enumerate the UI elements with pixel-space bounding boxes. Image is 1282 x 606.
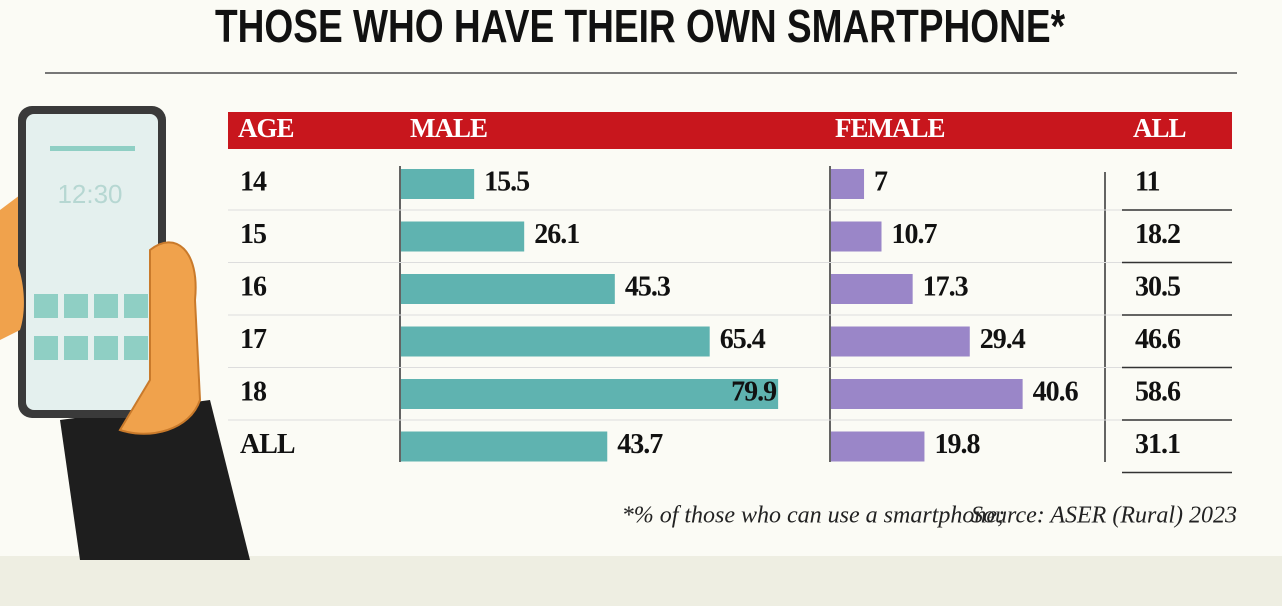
female-bar xyxy=(831,432,924,462)
all-value: 58.6 xyxy=(1135,376,1181,407)
footnote-source: Source: ASER (Rural) 2023 xyxy=(971,503,1237,529)
male-bar xyxy=(401,222,524,252)
age-label: 14 xyxy=(240,166,267,197)
male-value: 79.9 xyxy=(731,376,776,407)
female-bar xyxy=(831,379,1023,409)
female-value: 10.7 xyxy=(892,219,938,250)
column-header: ALL xyxy=(1133,113,1186,143)
female-value: 17.3 xyxy=(923,271,969,302)
female-value: 29.4 xyxy=(980,324,1026,355)
column-header: FEMALE xyxy=(835,113,945,143)
phone-clock: 12:30 xyxy=(57,179,122,209)
female-bar xyxy=(831,222,882,252)
male-value: 65.4 xyxy=(720,324,766,355)
female-bar xyxy=(831,327,970,357)
column-header: MALE xyxy=(410,113,487,143)
age-label: 18 xyxy=(240,376,267,407)
male-bar xyxy=(401,327,710,357)
age-label: 15 xyxy=(240,219,266,250)
male-value: 26.1 xyxy=(534,219,579,250)
male-value: 15.5 xyxy=(484,166,529,197)
male-bar xyxy=(401,274,615,304)
male-value: 45.3 xyxy=(625,271,671,302)
male-bar xyxy=(401,379,778,409)
female-value: 19.8 xyxy=(934,429,980,460)
female-value: 7 xyxy=(874,166,888,197)
female-bar xyxy=(831,274,913,304)
female-value: 40.6 xyxy=(1033,376,1079,407)
title: THOSE WHO HAVE THEIR OWN SMARTPHONE* xyxy=(215,0,1065,52)
all-value: 11 xyxy=(1135,166,1159,197)
all-value: 18.2 xyxy=(1135,219,1180,250)
all-value: 46.6 xyxy=(1135,324,1181,355)
age-label: 17 xyxy=(240,324,267,355)
infographic: THOSE WHO HAVE THEIR OWN SMARTPHONE* 12:… xyxy=(0,0,1282,606)
male-bar xyxy=(401,432,607,462)
column-header: AGE xyxy=(238,113,294,143)
all-value: 31.1 xyxy=(1135,429,1180,460)
male-value: 43.7 xyxy=(617,429,663,460)
header-bar xyxy=(228,112,1232,149)
age-label: ALL xyxy=(240,429,295,460)
female-bar xyxy=(831,169,864,199)
footnote-note: *% of those who can use a smartphone; xyxy=(622,503,1005,529)
age-label: 16 xyxy=(240,271,267,302)
male-bar xyxy=(401,169,474,199)
all-value: 30.5 xyxy=(1135,271,1180,302)
